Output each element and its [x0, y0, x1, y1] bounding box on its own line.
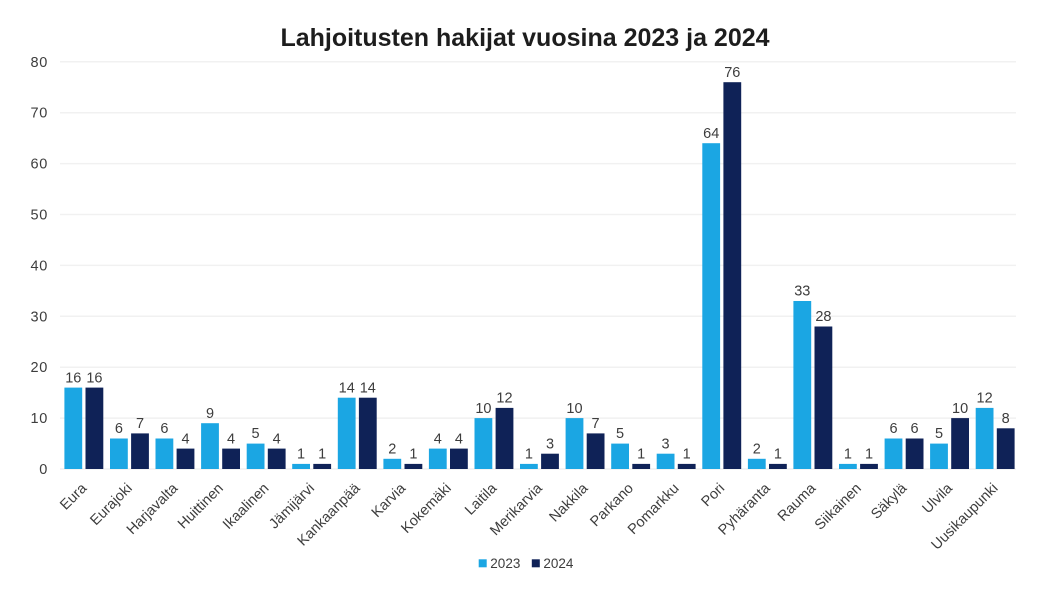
svg-text:33: 33	[794, 284, 810, 300]
svg-text:20: 20	[30, 360, 48, 376]
svg-text:7: 7	[592, 416, 600, 432]
svg-text:1: 1	[525, 447, 533, 463]
svg-text:6: 6	[889, 421, 897, 437]
svg-text:10: 10	[566, 401, 582, 417]
svg-text:28: 28	[815, 309, 831, 325]
svg-text:40: 40	[30, 258, 48, 274]
svg-text:30: 30	[30, 309, 48, 325]
svg-text:4: 4	[434, 431, 442, 447]
svg-text:6: 6	[160, 421, 168, 437]
svg-text:0: 0	[39, 462, 48, 478]
svg-text:3: 3	[546, 436, 554, 452]
svg-text:70: 70	[30, 106, 48, 122]
svg-text:80: 80	[30, 55, 48, 71]
svg-text:4: 4	[227, 431, 235, 447]
svg-text:10: 10	[475, 401, 491, 417]
svg-text:10: 10	[30, 411, 48, 427]
svg-text:2023: 2023	[490, 556, 520, 571]
svg-text:6: 6	[115, 421, 123, 437]
svg-text:5: 5	[935, 426, 943, 442]
svg-text:12: 12	[496, 391, 512, 407]
svg-text:1: 1	[774, 447, 782, 463]
svg-text:7: 7	[136, 416, 144, 432]
svg-text:10: 10	[952, 401, 968, 417]
svg-text:4: 4	[273, 431, 281, 447]
svg-text:60: 60	[30, 157, 48, 173]
svg-text:1: 1	[297, 447, 305, 463]
svg-text:8: 8	[1002, 411, 1010, 427]
svg-text:9: 9	[206, 406, 214, 422]
svg-text:16: 16	[65, 370, 81, 386]
svg-text:4: 4	[455, 431, 463, 447]
svg-text:1: 1	[683, 447, 691, 463]
svg-text:3: 3	[662, 436, 670, 452]
svg-text:1: 1	[637, 447, 645, 463]
svg-text:16: 16	[86, 370, 102, 386]
svg-text:Lahjoitusten hakijat vuosina 2: Lahjoitusten hakijat vuosina 2023 ja 202…	[280, 24, 769, 52]
svg-text:64: 64	[703, 126, 719, 142]
svg-text:14: 14	[339, 380, 355, 396]
svg-text:1: 1	[409, 447, 417, 463]
svg-text:5: 5	[252, 426, 260, 442]
svg-text:12: 12	[977, 391, 993, 407]
svg-text:2: 2	[753, 442, 761, 458]
svg-text:1: 1	[844, 447, 852, 463]
svg-text:2: 2	[388, 442, 396, 458]
svg-text:6: 6	[911, 421, 919, 437]
svg-text:50: 50	[30, 208, 48, 224]
svg-text:1: 1	[865, 447, 873, 463]
svg-text:4: 4	[181, 431, 189, 447]
svg-text:14: 14	[360, 380, 376, 396]
svg-text:1: 1	[318, 447, 326, 463]
svg-text:5: 5	[616, 426, 624, 442]
svg-text:2024: 2024	[543, 556, 574, 571]
svg-text:76: 76	[724, 65, 740, 81]
